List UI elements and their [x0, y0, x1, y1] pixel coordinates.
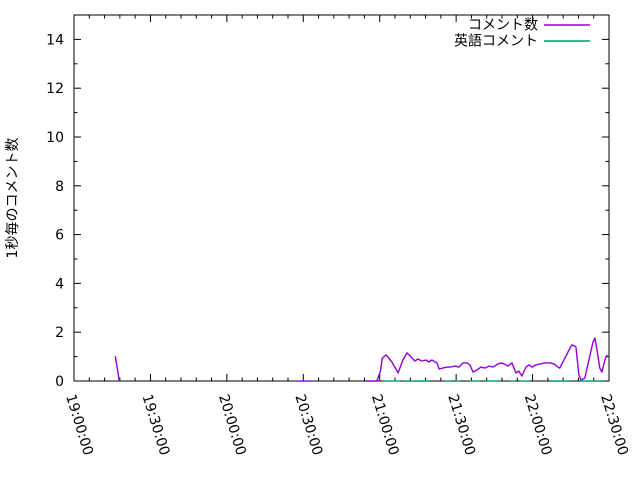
x-tick-label: 19:00:00 — [62, 392, 96, 457]
x-ticks — [73, 15, 610, 381]
y-tick-label: 8 — [55, 179, 64, 195]
series-line-0 — [366, 337, 608, 382]
legend-label-english-comments: 英語コメント — [454, 33, 538, 50]
plot-border-group — [73, 14, 610, 382]
y-tick-labels: 0 2 4 6 8 10 12 14 — [46, 32, 64, 390]
x-tick-label: 19:30:00 — [139, 392, 173, 457]
x-tick-label: 22:30:00 — [597, 392, 631, 457]
legend: コメント数 英語コメント — [454, 18, 590, 50]
axes-and-series: 19:00:00 19:30:00 20:00:00 20:30:00 21:00:00… — [46, 14, 631, 457]
legend-label-comments: コメント数 — [468, 18, 538, 34]
y-tick-label: 10 — [46, 130, 64, 146]
plot-border — [73, 14, 610, 382]
y-tick-label: 12 — [46, 81, 64, 97]
x-tick-labels: 19:00:00 19:30:00 20:00:00 20:30:00 21:00:00… — [62, 392, 631, 457]
series-line-0 — [114, 355, 120, 382]
y-ticks — [74, 14, 609, 382]
x-tick-label: 22:00:00 — [521, 392, 555, 457]
y-tick-label: 2 — [55, 325, 64, 341]
x-tick-label: 21:30:00 — [444, 392, 478, 457]
y-tick-label: 4 — [55, 276, 64, 292]
x-tick-label: 20:00:00 — [215, 392, 249, 457]
y-axis-label: 1秒毎のコメント数 — [5, 138, 21, 259]
x-tick-label: 20:30:00 — [291, 392, 325, 457]
y-tick-label: 0 — [55, 374, 64, 390]
y-tick-label: 14 — [46, 32, 64, 48]
x-tick-label: 21:00:00 — [368, 392, 402, 457]
series-lines — [114, 337, 608, 382]
y-tick-label: 6 — [55, 228, 64, 244]
